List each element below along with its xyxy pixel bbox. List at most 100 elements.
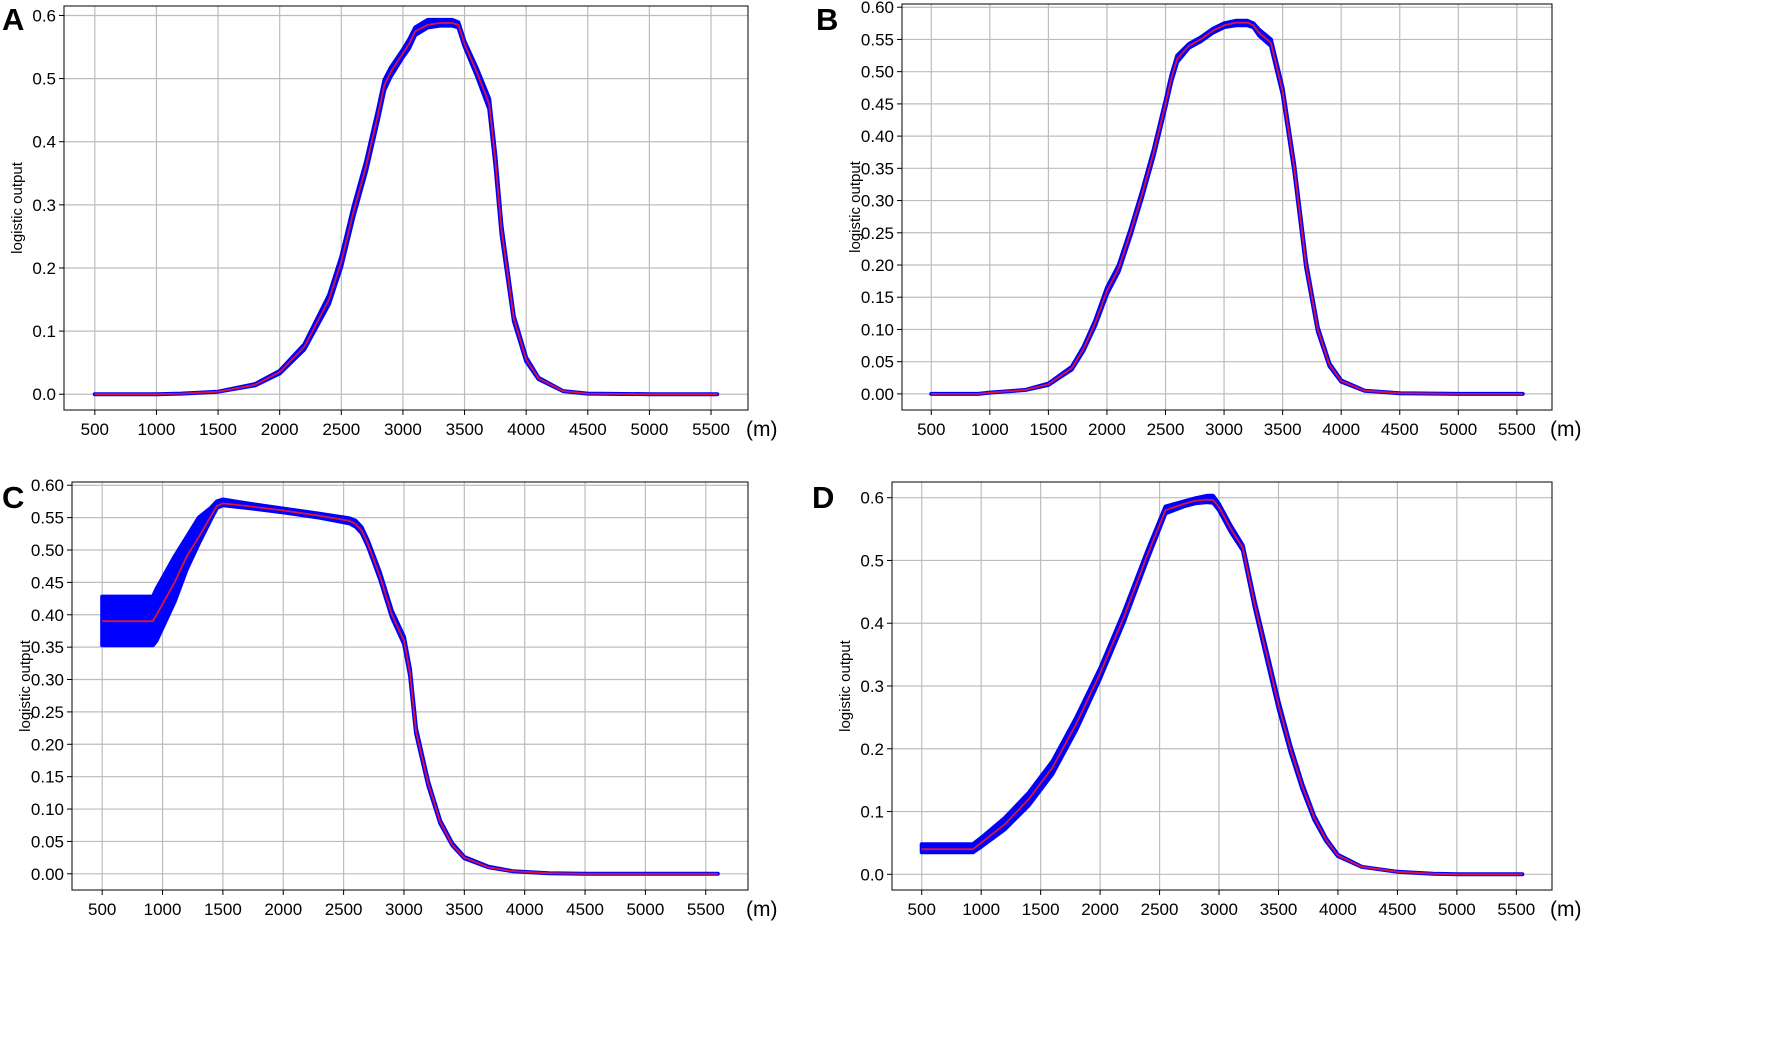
- y-tick-label: 0.25: [31, 703, 64, 722]
- y-tick-label: 0.30: [861, 192, 894, 211]
- y-tick-label: 0.30: [31, 671, 64, 690]
- y-tick-label: 0.40: [861, 127, 894, 146]
- y-tick-label: 0.1: [860, 803, 884, 822]
- x-tick-label: 3000: [1205, 420, 1243, 439]
- chart-panel-d: 500 1000 1500 2000 2500 3000 3500 4000 4500 5000 5…: [812, 480, 1581, 921]
- sd-band: [100, 497, 720, 876]
- x-tick-label: 4500: [566, 900, 604, 919]
- panel-label: C: [2, 480, 24, 515]
- x-tick-label: 1500: [1029, 420, 1067, 439]
- y-tick-label: 0.15: [31, 768, 64, 787]
- x-tick-label: 1500: [204, 900, 242, 919]
- y-tick-label: 0.60: [861, 0, 894, 17]
- chart-panel-a: 500 1000 1500 2000 2500 3000 3500 4000 4500 5000 5…: [2, 2, 777, 441]
- y-tick-label: 0.2: [860, 740, 884, 759]
- x-tick-label: 1500: [1022, 900, 1060, 919]
- x-tick-label: 4000: [506, 900, 544, 919]
- x-tick-label: 3000: [1200, 900, 1238, 919]
- y-tick-label: 0.6: [860, 489, 884, 508]
- y-tick-label: 0.25: [861, 224, 894, 243]
- panel-label: B: [816, 2, 838, 37]
- y-tick-label: 0.3: [860, 677, 884, 696]
- mean-response-line: [931, 21, 1523, 395]
- y-tick-label: 0.1: [32, 322, 56, 341]
- y-tick-label: 0.10: [31, 800, 64, 819]
- x-tick-label: 4500: [1378, 900, 1416, 919]
- y-tick-label: 0.5: [32, 70, 56, 89]
- x-tick-label: 2500: [322, 420, 360, 439]
- y-axis-label: logistic output: [17, 639, 34, 732]
- y-tick-label: 0.45: [861, 95, 894, 114]
- y-tick-label: 0.10: [861, 320, 894, 339]
- x-tick-label: 4000: [507, 420, 545, 439]
- y-tick-label: 0.4: [32, 133, 56, 152]
- x-tick-label: 3500: [445, 900, 483, 919]
- x-tick-label: 4000: [1322, 420, 1360, 439]
- chart-panel-b: 500 1000 1500 2000 2500 3000 3500 4000 4500 5000 5…: [816, 0, 1581, 441]
- x-tick-label: 1000: [144, 900, 182, 919]
- x-tick-label: 1000: [962, 900, 1000, 919]
- sd-band: [929, 18, 1525, 396]
- x-tick-label: 3000: [385, 900, 423, 919]
- x-tick-label: 3500: [446, 420, 484, 439]
- y-tick-label: 0.00: [861, 385, 894, 404]
- x-unit-label: (m): [746, 418, 777, 441]
- x-tick-label: 2000: [1088, 420, 1126, 439]
- x-tick-label: 500: [908, 900, 936, 919]
- y-tick-label: 0.4: [860, 614, 884, 633]
- y-tick-label: 0.45: [31, 573, 64, 592]
- y-tick-label: 0.15: [861, 288, 894, 307]
- x-tick-label: 1000: [971, 420, 1009, 439]
- y-tick-label: 0.05: [861, 353, 894, 372]
- x-tick-label: 2000: [1081, 900, 1119, 919]
- mean-response-line: [94, 22, 718, 396]
- x-tick-label: 2000: [261, 420, 299, 439]
- y-tick-label: 0.50: [31, 541, 64, 560]
- x-tick-label: 5000: [1438, 900, 1476, 919]
- y-axis-label: logistic output: [847, 160, 864, 253]
- y-tick-label: 0.20: [861, 256, 894, 275]
- x-tick-label: 3500: [1264, 420, 1302, 439]
- x-tick-label: 1000: [138, 420, 176, 439]
- x-tick-label: 2000: [264, 900, 302, 919]
- x-tick-label: 5000: [1439, 420, 1477, 439]
- panel-label: D: [812, 480, 834, 515]
- plot-frame: [901, 3, 1553, 411]
- y-tick-label: 0.05: [31, 832, 64, 851]
- x-tick-label: 5000: [626, 900, 664, 919]
- x-tick-label: 5500: [687, 900, 725, 919]
- x-tick-label: 500: [88, 900, 116, 919]
- plot-frame: [71, 481, 749, 891]
- plot-frame: [891, 481, 1553, 891]
- x-tick-label: 4500: [1381, 420, 1419, 439]
- y-tick-label: 0.35: [861, 159, 894, 178]
- y-tick-label: 0.0: [860, 865, 884, 884]
- y-tick-label: 0.6: [32, 6, 56, 25]
- y-tick-label: 0.35: [31, 638, 64, 657]
- x-tick-label: 2500: [1141, 900, 1179, 919]
- x-tick-label: 5500: [1497, 900, 1535, 919]
- y-tick-label: 0.55: [31, 509, 64, 528]
- mean-response-line: [921, 498, 1523, 876]
- y-tick-label: 0.2: [32, 259, 56, 278]
- y-tick-label: 0.50: [861, 63, 894, 82]
- chart-panel-c: 500 1000 1500 2000 2500 3000 3500 4000 4500 5000 5…: [2, 476, 777, 921]
- x-unit-label: (m): [746, 898, 777, 921]
- y-axis-label: logistic output: [9, 161, 26, 254]
- x-tick-label: 2500: [325, 900, 363, 919]
- y-tick-label: 0.00: [31, 865, 64, 884]
- y-tick-label: 0.55: [861, 30, 894, 49]
- sd-band: [92, 17, 720, 397]
- x-tick-label: 4500: [569, 420, 607, 439]
- x-tick-label: 5500: [1498, 420, 1536, 439]
- x-tick-label: 3500: [1260, 900, 1298, 919]
- x-tick-label: 5500: [692, 420, 730, 439]
- plot-frame: [63, 5, 749, 411]
- y-tick-label: 0.40: [31, 606, 64, 625]
- x-unit-label: (m): [1550, 898, 1581, 921]
- y-axis-label: logistic output: [837, 639, 854, 732]
- x-tick-label: 3000: [384, 420, 422, 439]
- mean-response-line: [102, 502, 718, 875]
- x-tick-label: 5000: [630, 420, 668, 439]
